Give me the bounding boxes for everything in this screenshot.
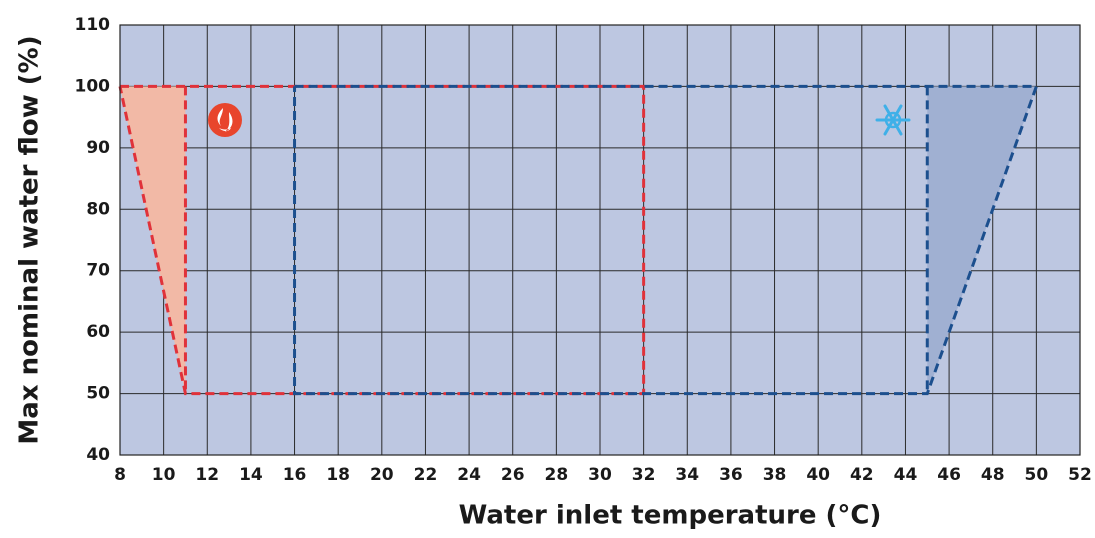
y-axis-label: Max nominal water flow (%) <box>15 35 45 444</box>
y-tick-label: 80 <box>86 199 110 219</box>
x-tick-label: 44 <box>894 465 918 485</box>
cooling-icon <box>875 104 911 136</box>
y-tick-label: 40 <box>86 445 110 465</box>
envelope-fill <box>120 86 186 394</box>
x-tick-label: 18 <box>326 465 350 485</box>
x-axis-label: Water inlet temperature (°C) <box>459 501 882 531</box>
x-tick-label: 36 <box>719 465 743 485</box>
x-tick-label: 46 <box>937 465 961 485</box>
x-tick-label: 20 <box>370 465 394 485</box>
x-tick-label: 12 <box>195 465 219 485</box>
y-tick-label: 110 <box>75 15 111 35</box>
x-tick-label: 26 <box>501 465 525 485</box>
y-tick-label: 70 <box>86 261 110 281</box>
x-tick-label: 16 <box>283 465 307 485</box>
envelope-outline <box>293 84 1039 396</box>
x-tick-label: 14 <box>239 465 263 485</box>
y-tick-label: 60 <box>86 322 110 342</box>
x-tick-label: 30 <box>588 465 612 485</box>
y-tick-label: 100 <box>75 76 111 96</box>
plot-frame <box>119 24 1081 456</box>
y-tick-label: 90 <box>86 138 110 158</box>
x-tick-label: 10 <box>152 465 176 485</box>
heating-icon <box>208 103 242 137</box>
x-tick-label: 42 <box>850 465 874 485</box>
x-tick-label: 8 <box>114 465 126 485</box>
x-tick-label: 34 <box>675 465 699 485</box>
x-tick-label: 40 <box>806 465 830 485</box>
x-tick-label: 50 <box>1025 465 1049 485</box>
x-tick-label: 22 <box>414 465 438 485</box>
x-tick-label: 24 <box>457 465 481 485</box>
x-tick-label: 38 <box>763 465 787 485</box>
y-tick-label: 50 <box>86 384 110 404</box>
x-tick-label: 48 <box>981 465 1005 485</box>
x-tick-label: 52 <box>1068 465 1092 485</box>
x-tick-label: 28 <box>545 465 569 485</box>
x-tick-label: 32 <box>632 465 656 485</box>
